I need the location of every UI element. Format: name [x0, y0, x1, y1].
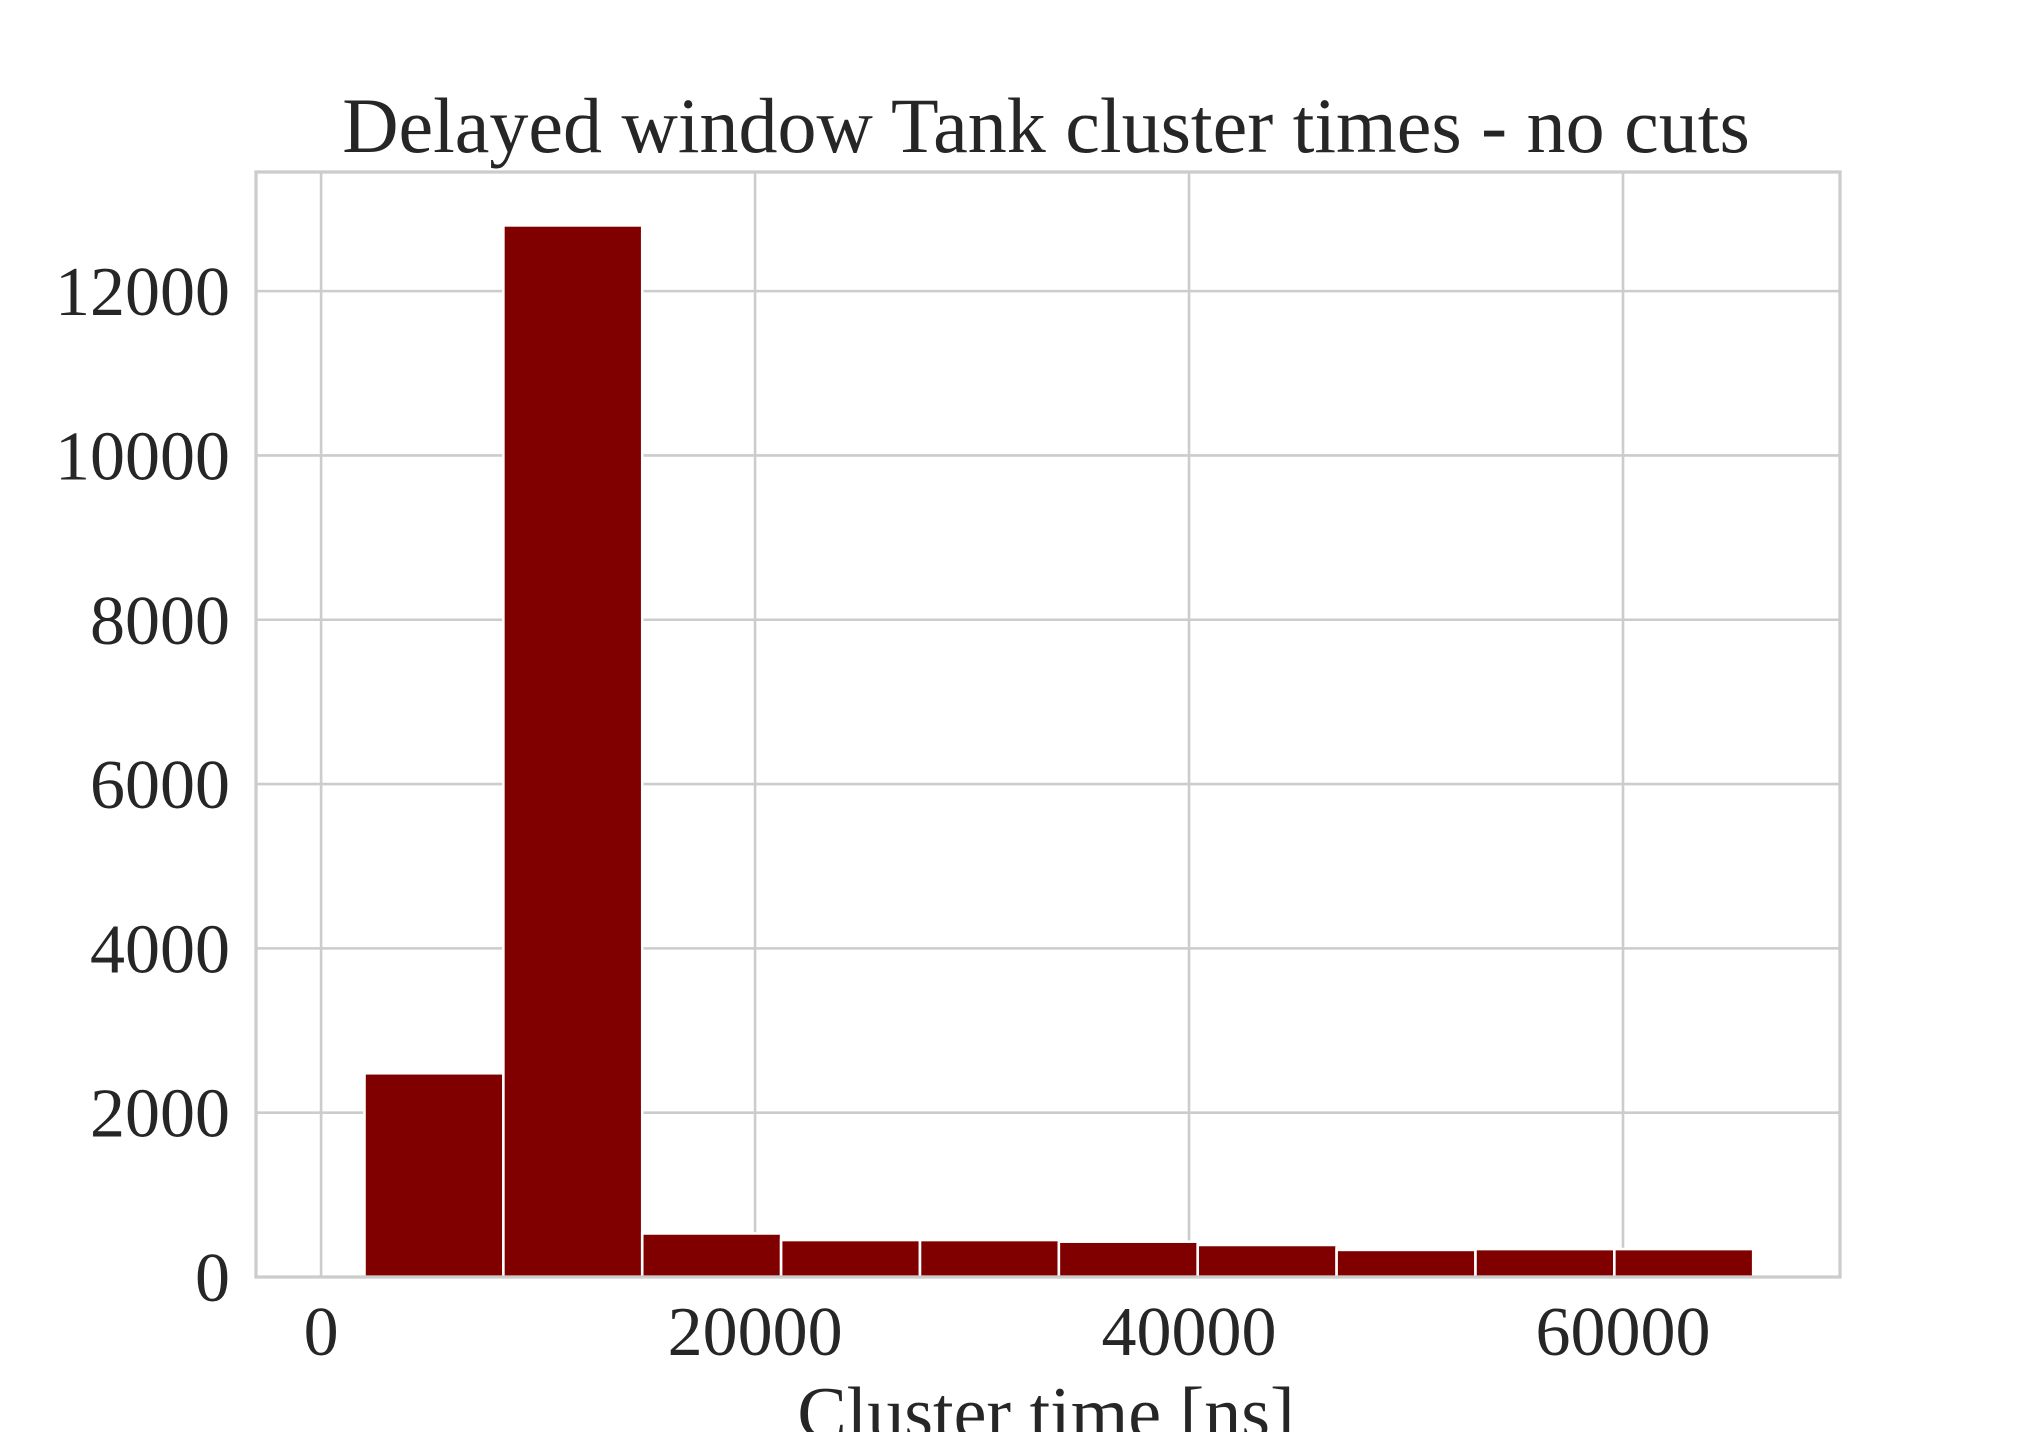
- histogram-bar: [1057, 1240, 1200, 1279]
- y-tick-label: 12000: [55, 254, 230, 331]
- y-tick-label: 10000: [55, 418, 230, 495]
- y-tick-label: 4000: [90, 911, 230, 988]
- y-tick-labels: 0 2000 4000 6000 8000 10000 12000: [55, 254, 230, 1317]
- histogram-bars: [363, 224, 1755, 1279]
- x-tick-label: 20000: [668, 1294, 843, 1371]
- y-tick-label: 2000: [90, 1076, 230, 1153]
- histogram-bar: [640, 1232, 783, 1279]
- plot-frame: [254, 170, 1842, 1279]
- x-axis-label: Cluster time [ns]: [797, 1373, 1294, 1432]
- x-tick-labels: 0 20000 40000 60000: [304, 1294, 1711, 1371]
- histogram-bar: [1335, 1248, 1477, 1279]
- y-tick-label: 6000: [90, 747, 230, 824]
- histogram-bar: [779, 1238, 922, 1279]
- histogram-bar: [363, 1071, 505, 1279]
- x-tick-label: 40000: [1102, 1294, 1277, 1371]
- histogram-bar: [1474, 1247, 1616, 1279]
- x-tick-label: 60000: [1536, 1294, 1711, 1371]
- histogram-bar: [502, 224, 644, 1279]
- y-tick-label: 8000: [90, 583, 230, 660]
- histogram-bar: [918, 1238, 1061, 1279]
- x-tick-label: 0: [304, 1294, 339, 1371]
- chart-title: Delayed window Tank cluster times - no c…: [342, 82, 1750, 169]
- y-tick-label: 0: [195, 1240, 230, 1317]
- histogram-bar: [1196, 1243, 1338, 1279]
- histogram-bar: [1613, 1247, 1755, 1279]
